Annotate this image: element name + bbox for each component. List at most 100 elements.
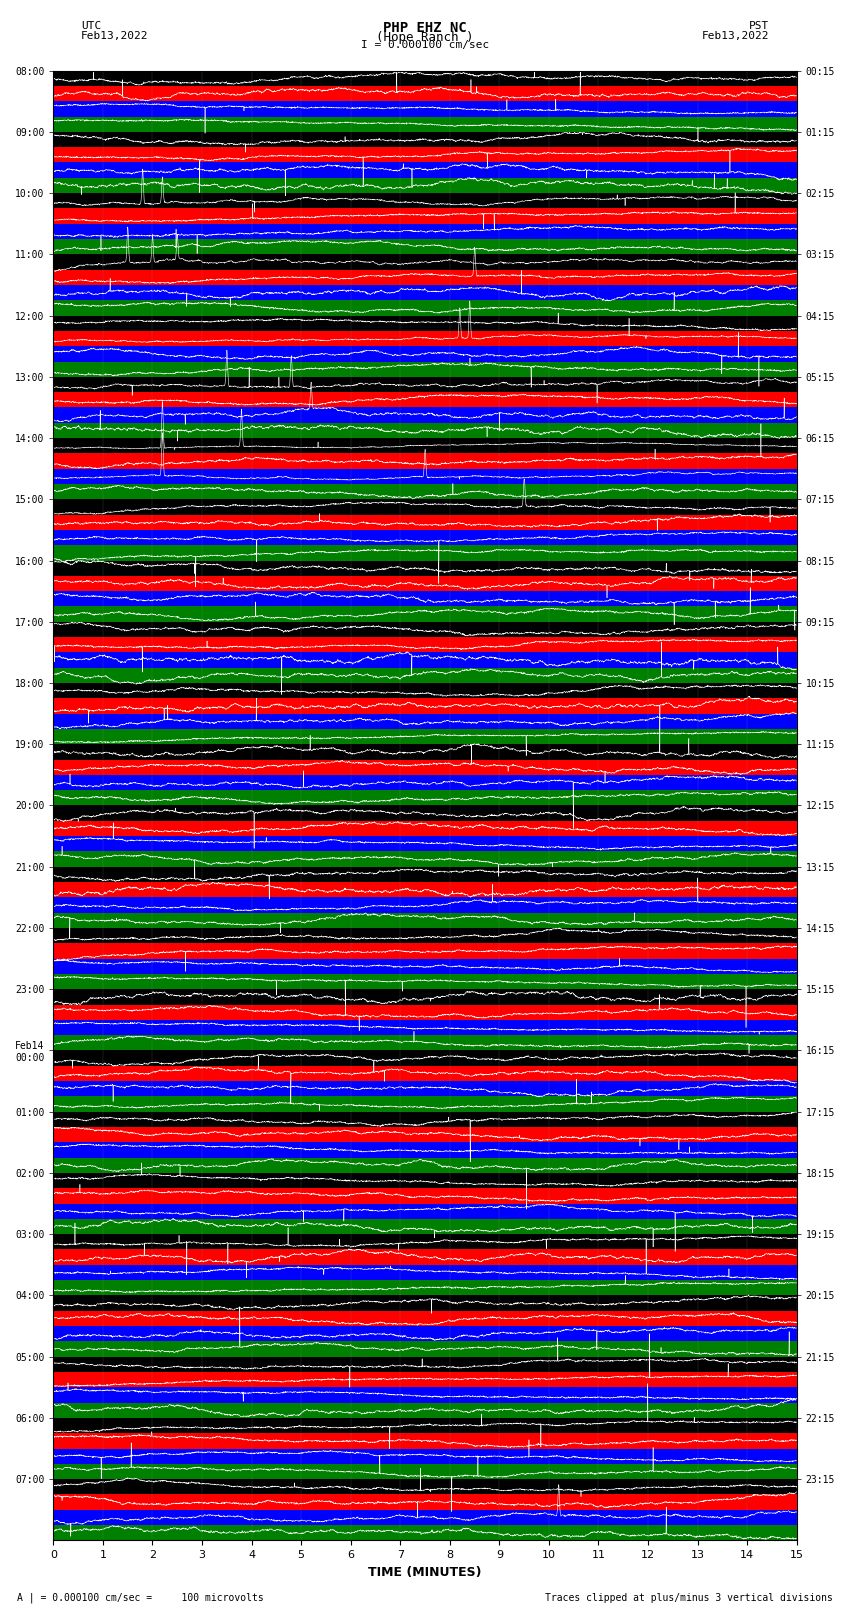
Bar: [54, 576, 796, 590]
Bar: [54, 1387, 796, 1403]
Bar: [54, 1127, 796, 1142]
Bar: [54, 1326, 796, 1342]
Bar: [54, 500, 796, 515]
Bar: [54, 668, 796, 682]
Bar: [54, 897, 796, 913]
Bar: [54, 1434, 796, 1448]
Bar: [54, 1479, 796, 1494]
Bar: [54, 85, 796, 102]
Bar: [54, 1019, 796, 1036]
Bar: [54, 590, 796, 606]
Bar: [54, 927, 796, 944]
Text: Feb13,2022: Feb13,2022: [81, 31, 148, 40]
Bar: [54, 377, 796, 392]
Bar: [54, 760, 796, 774]
Bar: [54, 1158, 796, 1173]
Bar: [54, 208, 796, 224]
Bar: [54, 286, 796, 300]
Bar: [54, 1081, 796, 1097]
Bar: [54, 652, 796, 668]
Bar: [54, 1005, 796, 1019]
Bar: [54, 974, 796, 989]
Bar: [54, 1219, 796, 1234]
Bar: [54, 1250, 796, 1265]
Bar: [54, 453, 796, 469]
Bar: [54, 1403, 796, 1418]
Bar: [54, 316, 796, 331]
Bar: [54, 1189, 796, 1203]
Bar: [54, 224, 796, 239]
Bar: [54, 1465, 796, 1479]
Bar: [54, 713, 796, 729]
Bar: [54, 147, 796, 163]
Text: Feb13,2022: Feb13,2022: [702, 31, 769, 40]
Bar: [54, 1111, 796, 1127]
Bar: [54, 300, 796, 316]
Bar: [54, 821, 796, 836]
Bar: [54, 606, 796, 621]
Bar: [54, 621, 796, 637]
Bar: [54, 1510, 796, 1524]
Bar: [54, 269, 796, 286]
Bar: [54, 682, 796, 698]
Text: UTC: UTC: [81, 21, 101, 31]
Bar: [54, 744, 796, 760]
Bar: [54, 163, 796, 177]
Bar: [54, 545, 796, 561]
Bar: [54, 361, 796, 377]
Bar: [54, 1524, 796, 1540]
Bar: [54, 1448, 796, 1465]
Bar: [54, 392, 796, 408]
Bar: [54, 1097, 796, 1111]
Text: (Hope Ranch ): (Hope Ranch ): [377, 31, 473, 44]
Bar: [54, 1342, 796, 1357]
Bar: [54, 729, 796, 744]
Bar: [54, 852, 796, 866]
Bar: [54, 1234, 796, 1250]
Bar: [54, 194, 796, 208]
Bar: [54, 102, 796, 116]
Bar: [54, 958, 796, 974]
Bar: [54, 790, 796, 805]
Bar: [54, 347, 796, 361]
Bar: [54, 439, 796, 453]
Bar: [54, 1281, 796, 1295]
X-axis label: TIME (MINUTES): TIME (MINUTES): [368, 1566, 482, 1579]
Text: A | = 0.000100 cm/sec =     100 microvolts: A | = 0.000100 cm/sec = 100 microvolts: [17, 1592, 264, 1603]
Text: I = 0.000100 cm/sec: I = 0.000100 cm/sec: [361, 40, 489, 50]
Bar: [54, 423, 796, 439]
Bar: [54, 531, 796, 545]
Bar: [54, 989, 796, 1005]
Bar: [54, 239, 796, 255]
Bar: [54, 469, 796, 484]
Bar: [54, 177, 796, 194]
Bar: [54, 71, 796, 85]
Bar: [54, 1418, 796, 1434]
Bar: [54, 1357, 796, 1373]
Bar: [54, 1142, 796, 1158]
Bar: [54, 805, 796, 821]
Bar: [54, 1173, 796, 1189]
Bar: [54, 255, 796, 269]
Bar: [54, 116, 796, 132]
Bar: [54, 836, 796, 852]
Bar: [54, 637, 796, 652]
Bar: [54, 515, 796, 531]
Bar: [54, 1295, 796, 1311]
Bar: [54, 1311, 796, 1326]
Bar: [54, 913, 796, 927]
Bar: [54, 331, 796, 347]
Bar: [54, 1494, 796, 1510]
Bar: [54, 882, 796, 897]
Bar: [54, 1066, 796, 1081]
Bar: [54, 698, 796, 713]
Bar: [54, 866, 796, 882]
Bar: [54, 1050, 796, 1066]
Bar: [54, 774, 796, 790]
Text: Traces clipped at plus/minus 3 vertical divisions: Traces clipped at plus/minus 3 vertical …: [545, 1594, 833, 1603]
Bar: [54, 132, 796, 147]
Text: PST: PST: [749, 21, 769, 31]
Bar: [54, 1373, 796, 1387]
Bar: [54, 561, 796, 576]
Bar: [54, 1265, 796, 1281]
